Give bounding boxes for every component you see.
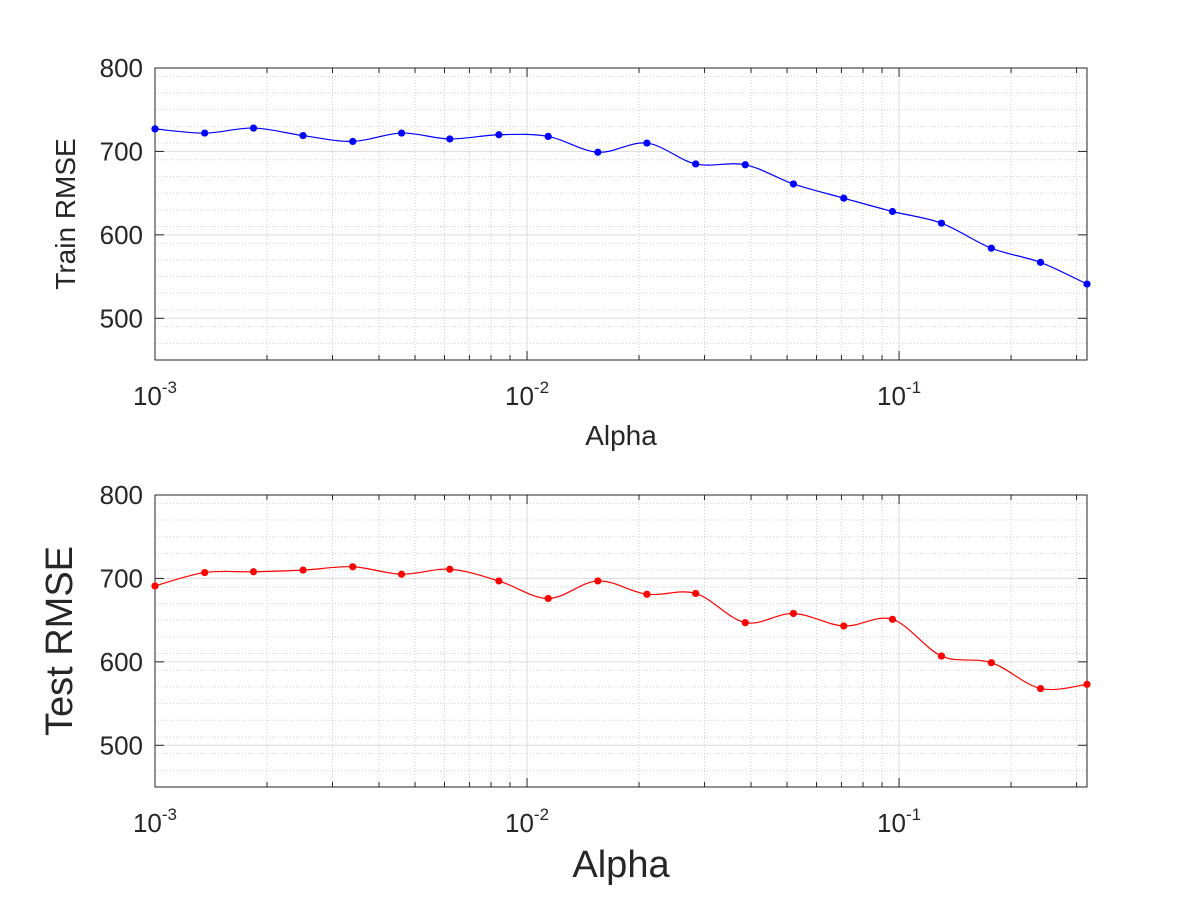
data-point xyxy=(349,563,357,571)
data-point xyxy=(249,124,258,132)
data-point xyxy=(349,137,357,146)
data-point xyxy=(299,131,307,140)
data-point xyxy=(643,139,651,147)
plot-area xyxy=(155,68,1087,360)
y-tick-label: 500 xyxy=(100,730,143,760)
x-tick-label: 10-2 xyxy=(505,378,549,411)
x-axis-label: Alpha xyxy=(585,420,657,451)
series-line xyxy=(154,566,1088,691)
data-point xyxy=(741,619,749,627)
y-tick-label: 800 xyxy=(100,53,143,83)
x-tick-label: 10-3 xyxy=(133,378,177,411)
data-point xyxy=(1083,680,1091,688)
data-point xyxy=(937,652,946,660)
x-tick-label: 10-1 xyxy=(877,805,921,838)
data-point xyxy=(446,135,454,143)
y-tick-label: 600 xyxy=(100,647,143,677)
y-tick-label: 800 xyxy=(100,480,143,510)
data-point xyxy=(937,219,946,227)
data-point xyxy=(789,609,798,618)
plot-area xyxy=(155,495,1087,787)
grid xyxy=(154,494,1087,788)
data-point xyxy=(544,132,552,141)
y-tick-label: 500 xyxy=(100,303,143,333)
data-point xyxy=(446,565,454,573)
y-axis-label: Train RMSE xyxy=(50,138,81,289)
data-point xyxy=(495,577,503,585)
data-point xyxy=(544,594,552,603)
data-point xyxy=(888,615,897,623)
data-point xyxy=(789,180,798,188)
data-point xyxy=(643,590,651,598)
data-point xyxy=(1083,280,1091,288)
data-point xyxy=(594,148,602,156)
ticks xyxy=(154,494,1087,787)
ticks xyxy=(154,67,1087,360)
data-point xyxy=(397,570,406,578)
data-point xyxy=(495,131,503,139)
data-point xyxy=(741,161,749,169)
data-point xyxy=(987,244,995,252)
data-point xyxy=(397,129,406,137)
y-tick-label: 700 xyxy=(100,563,143,593)
data-point xyxy=(299,566,307,574)
data-point xyxy=(201,129,209,137)
data-point xyxy=(692,589,700,598)
x-tick-label: 10-2 xyxy=(505,805,549,838)
x-axis-label: Alpha xyxy=(572,844,670,886)
y-tick-label: 600 xyxy=(100,220,143,250)
axes-box xyxy=(154,494,1088,788)
data-point xyxy=(151,582,159,590)
data-point xyxy=(201,568,209,577)
subplot-test: 500 600 700 800 10-3 10-2 10-1 Alpha Test RMSE xyxy=(39,480,1091,886)
axes-box xyxy=(154,67,1088,361)
data-point xyxy=(987,659,995,667)
data-point xyxy=(249,568,258,576)
data-point xyxy=(594,577,602,585)
data-point xyxy=(1036,684,1045,693)
y-tick-label: 700 xyxy=(100,136,143,166)
y-axis-label: Test RMSE xyxy=(39,546,81,736)
data-point xyxy=(888,207,897,216)
subplot-train: 500 600 700 800 10-3 10-2 10-1 Alpha Train RMSE xyxy=(50,53,1091,451)
data-point xyxy=(151,125,159,133)
series-line xyxy=(154,127,1088,285)
data-point xyxy=(1036,258,1045,266)
x-tick-label: 10-3 xyxy=(133,805,177,838)
x-tick-label: 10-1 xyxy=(877,378,921,411)
data-point xyxy=(840,194,848,202)
data-point xyxy=(692,160,700,168)
data-point xyxy=(840,622,848,630)
